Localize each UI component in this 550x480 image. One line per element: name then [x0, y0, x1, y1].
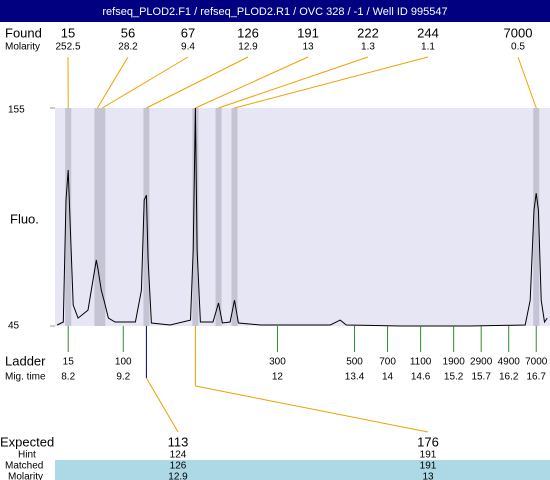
peak-connector	[102, 56, 189, 109]
hint-value: 191	[420, 450, 437, 461]
found-molarity: 13	[302, 42, 314, 53]
y-tick-label: 45	[8, 321, 20, 332]
peak-band	[65, 108, 72, 326]
found-size: 67	[181, 25, 195, 40]
ladder-time: 14.6	[411, 372, 431, 383]
ladder-size: 7000	[525, 357, 548, 368]
match-connector	[195, 385, 429, 433]
ladder-size: 1900	[443, 357, 466, 368]
matched-band	[55, 460, 550, 480]
peak-connector	[146, 56, 249, 109]
found-size: 15	[61, 25, 75, 40]
peak-connector	[234, 56, 429, 109]
ladder-time: 8.2	[61, 372, 75, 383]
header-bar	[0, 0, 550, 22]
ladder-time: 16.2	[499, 372, 519, 383]
ladder-time: 15.7	[471, 372, 491, 383]
y-tick-label: 155	[8, 105, 25, 116]
found-molarity: 1.3	[361, 42, 375, 53]
peak-band	[533, 108, 540, 326]
expected-label: Expected	[0, 434, 54, 449]
molarity-label: Molarity	[5, 42, 40, 53]
matched-label: Matched	[5, 461, 43, 472]
matched-value: 191	[420, 461, 437, 472]
peak-band	[192, 108, 199, 326]
peak-band	[99, 108, 106, 326]
peak-connector	[218, 56, 369, 109]
peak-connector	[517, 56, 537, 109]
molarity-value: 12.9	[168, 472, 188, 480]
found-molarity: 28.2	[118, 42, 138, 53]
peak-band	[231, 108, 238, 326]
peak-connector	[195, 56, 309, 109]
ladder-size: 2900	[470, 357, 493, 368]
found-size: 56	[121, 25, 135, 40]
peak-band	[143, 108, 150, 326]
ladder-time: 12	[272, 372, 284, 383]
found-molarity: 12.9	[238, 42, 258, 53]
found-size: 7000	[504, 25, 533, 40]
ladder-size: 4900	[498, 357, 521, 368]
peak-band	[215, 108, 222, 326]
mig-time-label: Mig. time	[5, 372, 46, 383]
found-molarity: 0.5	[511, 42, 525, 53]
peak-connector	[96, 56, 129, 109]
found-label: Found	[5, 25, 42, 40]
peak-band	[94, 108, 101, 326]
hint-value: 124	[170, 450, 187, 461]
ladder-time: 16.7	[527, 372, 547, 383]
found-molarity: 9.4	[181, 42, 195, 53]
hint-label: Hint	[18, 450, 36, 461]
ladder-time: 13.4	[345, 372, 365, 383]
plot-area	[55, 108, 550, 326]
matched-value: 126	[170, 461, 187, 472]
ladder-size: 700	[379, 357, 396, 368]
ladder-size: 1100	[410, 357, 432, 368]
found-molarity: 252.5	[55, 42, 80, 53]
found-size: 222	[357, 25, 379, 40]
found-molarity: 1.1	[421, 42, 435, 53]
header-title: refseq_PLOD2.F1 / refseq_PLOD2.R1 / OVC …	[102, 6, 447, 18]
ladder-time: 9.2	[116, 372, 130, 383]
molarity-row-label: Molarity	[8, 472, 43, 480]
molarity-value: 13	[422, 472, 434, 480]
found-size: 244	[417, 25, 439, 40]
ladder-size: 500	[346, 357, 363, 368]
found-size: 191	[297, 25, 319, 40]
expected-size: 176	[417, 434, 439, 449]
found-size: 126	[237, 25, 259, 40]
ladder-size: 300	[269, 357, 286, 368]
ladder-size: 15	[63, 357, 75, 368]
y-axis-label: Fluo.	[10, 211, 39, 226]
ladder-time: 14	[382, 372, 394, 383]
match-connector	[145, 377, 179, 433]
ladder-time: 15.2	[444, 372, 464, 383]
ladder-label: Ladder	[5, 353, 46, 368]
trace	[56, 107, 548, 327]
expected-size: 113	[168, 434, 189, 449]
ladder-size: 100	[115, 357, 132, 368]
